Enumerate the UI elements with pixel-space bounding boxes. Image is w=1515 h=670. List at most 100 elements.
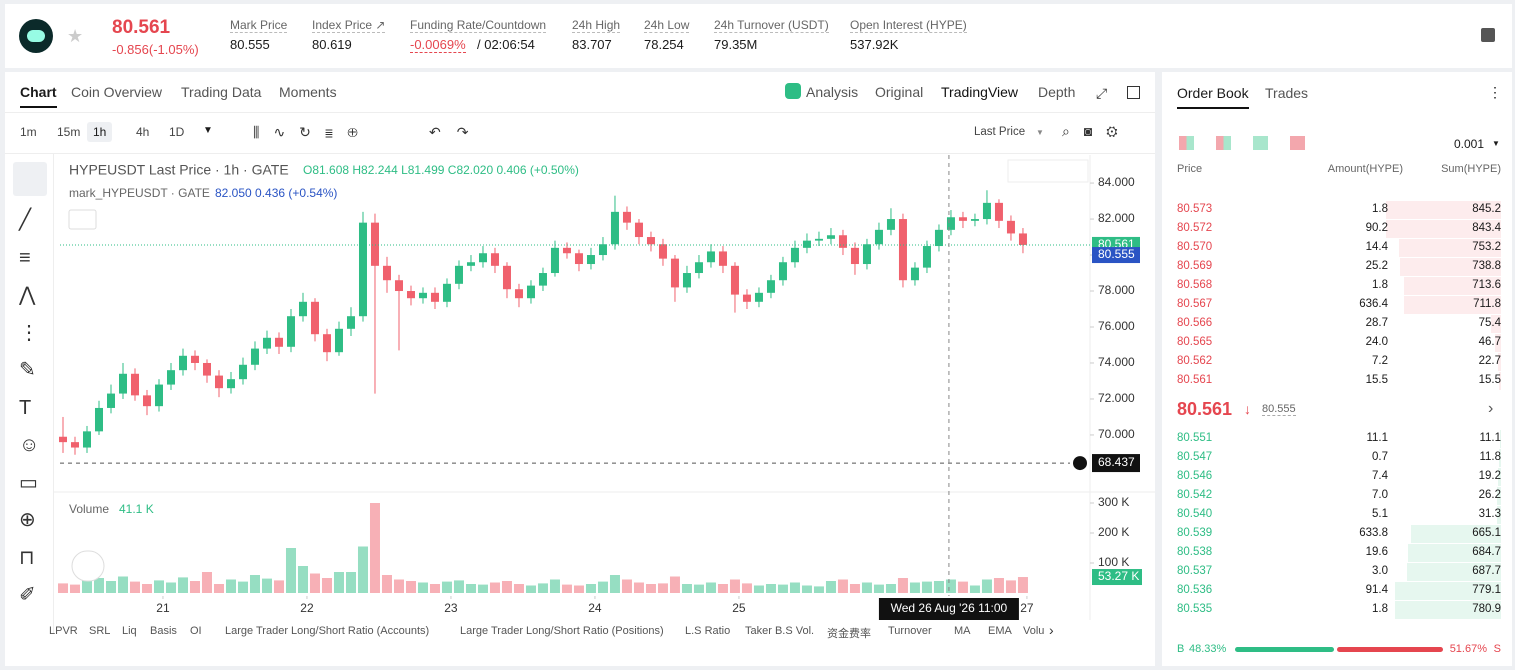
book-price: 80.538 — [1177, 546, 1213, 558]
layout-icon[interactable] — [1179, 136, 1194, 150]
toolbar-icons[interactable]: ⫼∿↻≣⊕ — [253, 124, 372, 140]
book-price: 80.535 — [1177, 603, 1213, 615]
price-type-arrow[interactable]: ▼ — [1036, 128, 1044, 137]
stat-label: Funding Rate/Countdown — [410, 18, 547, 33]
book-menu[interactable]: ⋮ — [1488, 84, 1502, 100]
layout-icon[interactable] — [1216, 136, 1231, 150]
drawing-tools[interactable]: ╱ ≡ ⋀ ⋮ ✎ T ☺ ▭ ⊕ ⊓ ✐ — [19, 209, 40, 606]
interval-dropdown[interactable]: ▼ — [203, 125, 213, 136]
indicator-tab[interactable]: Basis — [150, 625, 177, 637]
favorite-star[interactable]: ★ — [67, 26, 84, 46]
book-amount: 0.7 — [1372, 451, 1388, 463]
book-sum: 665.1 — [1472, 527, 1501, 539]
analysis-icon[interactable] — [785, 83, 801, 99]
book-sum: 684.7 — [1472, 546, 1501, 558]
depth-bar — [1398, 239, 1501, 257]
coin-logo — [19, 19, 53, 53]
indicator-tab[interactable]: Liq — [122, 625, 137, 637]
book-amount: 14.4 — [1365, 241, 1388, 253]
interval[interactable]: 4h — [136, 125, 150, 139]
depth-bar — [1400, 258, 1501, 276]
book-amount: 7.2 — [1372, 355, 1388, 367]
chart-tab[interactable]: Trading Data — [181, 84, 262, 100]
book-price: 80.537 — [1177, 565, 1213, 577]
menu-icon[interactable] — [1481, 28, 1495, 42]
depth-bar — [1404, 296, 1501, 314]
book-price: 80.569 — [1177, 260, 1213, 272]
stat-label: 24h Low — [644, 18, 690, 33]
book-amount: 19.6 — [1365, 546, 1388, 558]
book-sum: 845.2 — [1472, 203, 1501, 215]
view-tab[interactable]: Depth — [1038, 84, 1076, 100]
interval[interactable]: 15m — [57, 125, 81, 139]
indicator-tab[interactable]: Large Trader Long/Short Ratio (Accounts) — [225, 625, 430, 637]
indicator-tab[interactable]: L.S Ratio — [685, 625, 731, 637]
indicator-tab[interactable]: Turnover — [888, 625, 932, 637]
depth-bar — [1499, 449, 1501, 467]
book-price: 80.536 — [1177, 584, 1213, 596]
chart-tab[interactable]: Coin Overview — [71, 84, 163, 100]
book-price: 80.547 — [1177, 451, 1213, 463]
book-sum: 753.2 — [1472, 241, 1501, 253]
mid-price: 80.561 — [1177, 399, 1233, 419]
order-book: Order Book Trades ⋮ 0.001 ▼ Price Amount(HYPE)… — [1162, 72, 1512, 666]
book-sum: 15.5 — [1478, 374, 1501, 386]
indicator-tab[interactable]: Volu — [1023, 625, 1045, 637]
interval[interactable]: 1m — [20, 125, 37, 139]
book-sum: 26.2 — [1478, 489, 1501, 501]
book-sum: 843.4 — [1472, 222, 1501, 234]
undo-redo[interactable]: ↶↷ — [429, 124, 485, 140]
stat-label: 24h Turnover (USDT) — [714, 18, 829, 33]
view-tab[interactable]: TradingView — [941, 84, 1019, 100]
indicator-tab[interactable]: Taker B.S Vol. — [745, 625, 815, 637]
chart-tab[interactable]: Chart — [20, 84, 57, 108]
depth-bar — [1498, 468, 1501, 486]
mid-more[interactable]: › — [1488, 400, 1494, 417]
chart-tab[interactable]: Moments — [279, 84, 337, 100]
indicator-next[interactable]: › — [1049, 622, 1054, 638]
book-tab[interactable]: Order Book — [1177, 85, 1249, 109]
expand-icon[interactable]: ⤢ — [1096, 85, 1108, 101]
indicator-tab[interactable]: MA — [954, 625, 971, 637]
layout-icon[interactable] — [1253, 136, 1268, 150]
book-header: Amount(HYPE) — [1327, 163, 1403, 175]
chart-tools[interactable]: ⌕◙⚙ — [1062, 123, 1132, 139]
view-tab[interactable]: Analysis — [806, 84, 859, 100]
depth-bar — [1497, 353, 1501, 371]
crosshair-tool[interactable] — [13, 162, 47, 196]
stat-value: 78.254 — [644, 37, 684, 52]
book-price: 80.572 — [1177, 222, 1213, 234]
book-sum: 738.8 — [1472, 260, 1501, 272]
indicator-tab[interactable]: SRL — [89, 625, 111, 637]
indicator-tab[interactable]: LPVR — [49, 625, 78, 637]
indicator-tab[interactable]: OI — [190, 625, 202, 637]
window-icon[interactable] — [1127, 86, 1140, 99]
book-amount: 91.4 — [1365, 584, 1388, 596]
book-amount: 3.0 — [1372, 565, 1388, 577]
book-amount: 1.8 — [1372, 203, 1388, 215]
book-amount: 7.0 — [1372, 489, 1388, 501]
last-price: 80.561 — [112, 17, 171, 38]
book-amount: 25.2 — [1365, 260, 1388, 272]
indicator-tab[interactable]: EMA — [988, 625, 1012, 637]
depth-bar — [1497, 487, 1501, 505]
view-tab[interactable]: Original — [875, 84, 924, 100]
price-type[interactable]: Last Price — [974, 126, 1026, 138]
stat-value: 80.619 — [312, 37, 352, 52]
precision[interactable]: 0.001 — [1454, 137, 1485, 151]
book-tab[interactable]: Trades — [1265, 85, 1309, 101]
layout-icon[interactable] — [1290, 136, 1305, 150]
book-amount: 1.8 — [1372, 279, 1388, 291]
indicator-tab[interactable]: 资金费率 — [827, 628, 871, 640]
interval[interactable]: 1h — [87, 122, 113, 142]
book-sum: 46.7 — [1478, 336, 1501, 348]
stat-value: 537.92K — [850, 37, 899, 52]
depth-bar — [1394, 601, 1501, 619]
book-sum: 713.6 — [1472, 279, 1501, 291]
stat-label: Index Price ↗ — [312, 18, 386, 33]
precision-arrow[interactable]: ▼ — [1492, 139, 1500, 148]
indicator-tab[interactable]: Large Trader Long/Short Ratio (Positions… — [460, 625, 664, 637]
interval[interactable]: 1D — [169, 125, 185, 139]
depth-bar — [1499, 430, 1501, 448]
book-price: 80.561 — [1177, 374, 1213, 386]
